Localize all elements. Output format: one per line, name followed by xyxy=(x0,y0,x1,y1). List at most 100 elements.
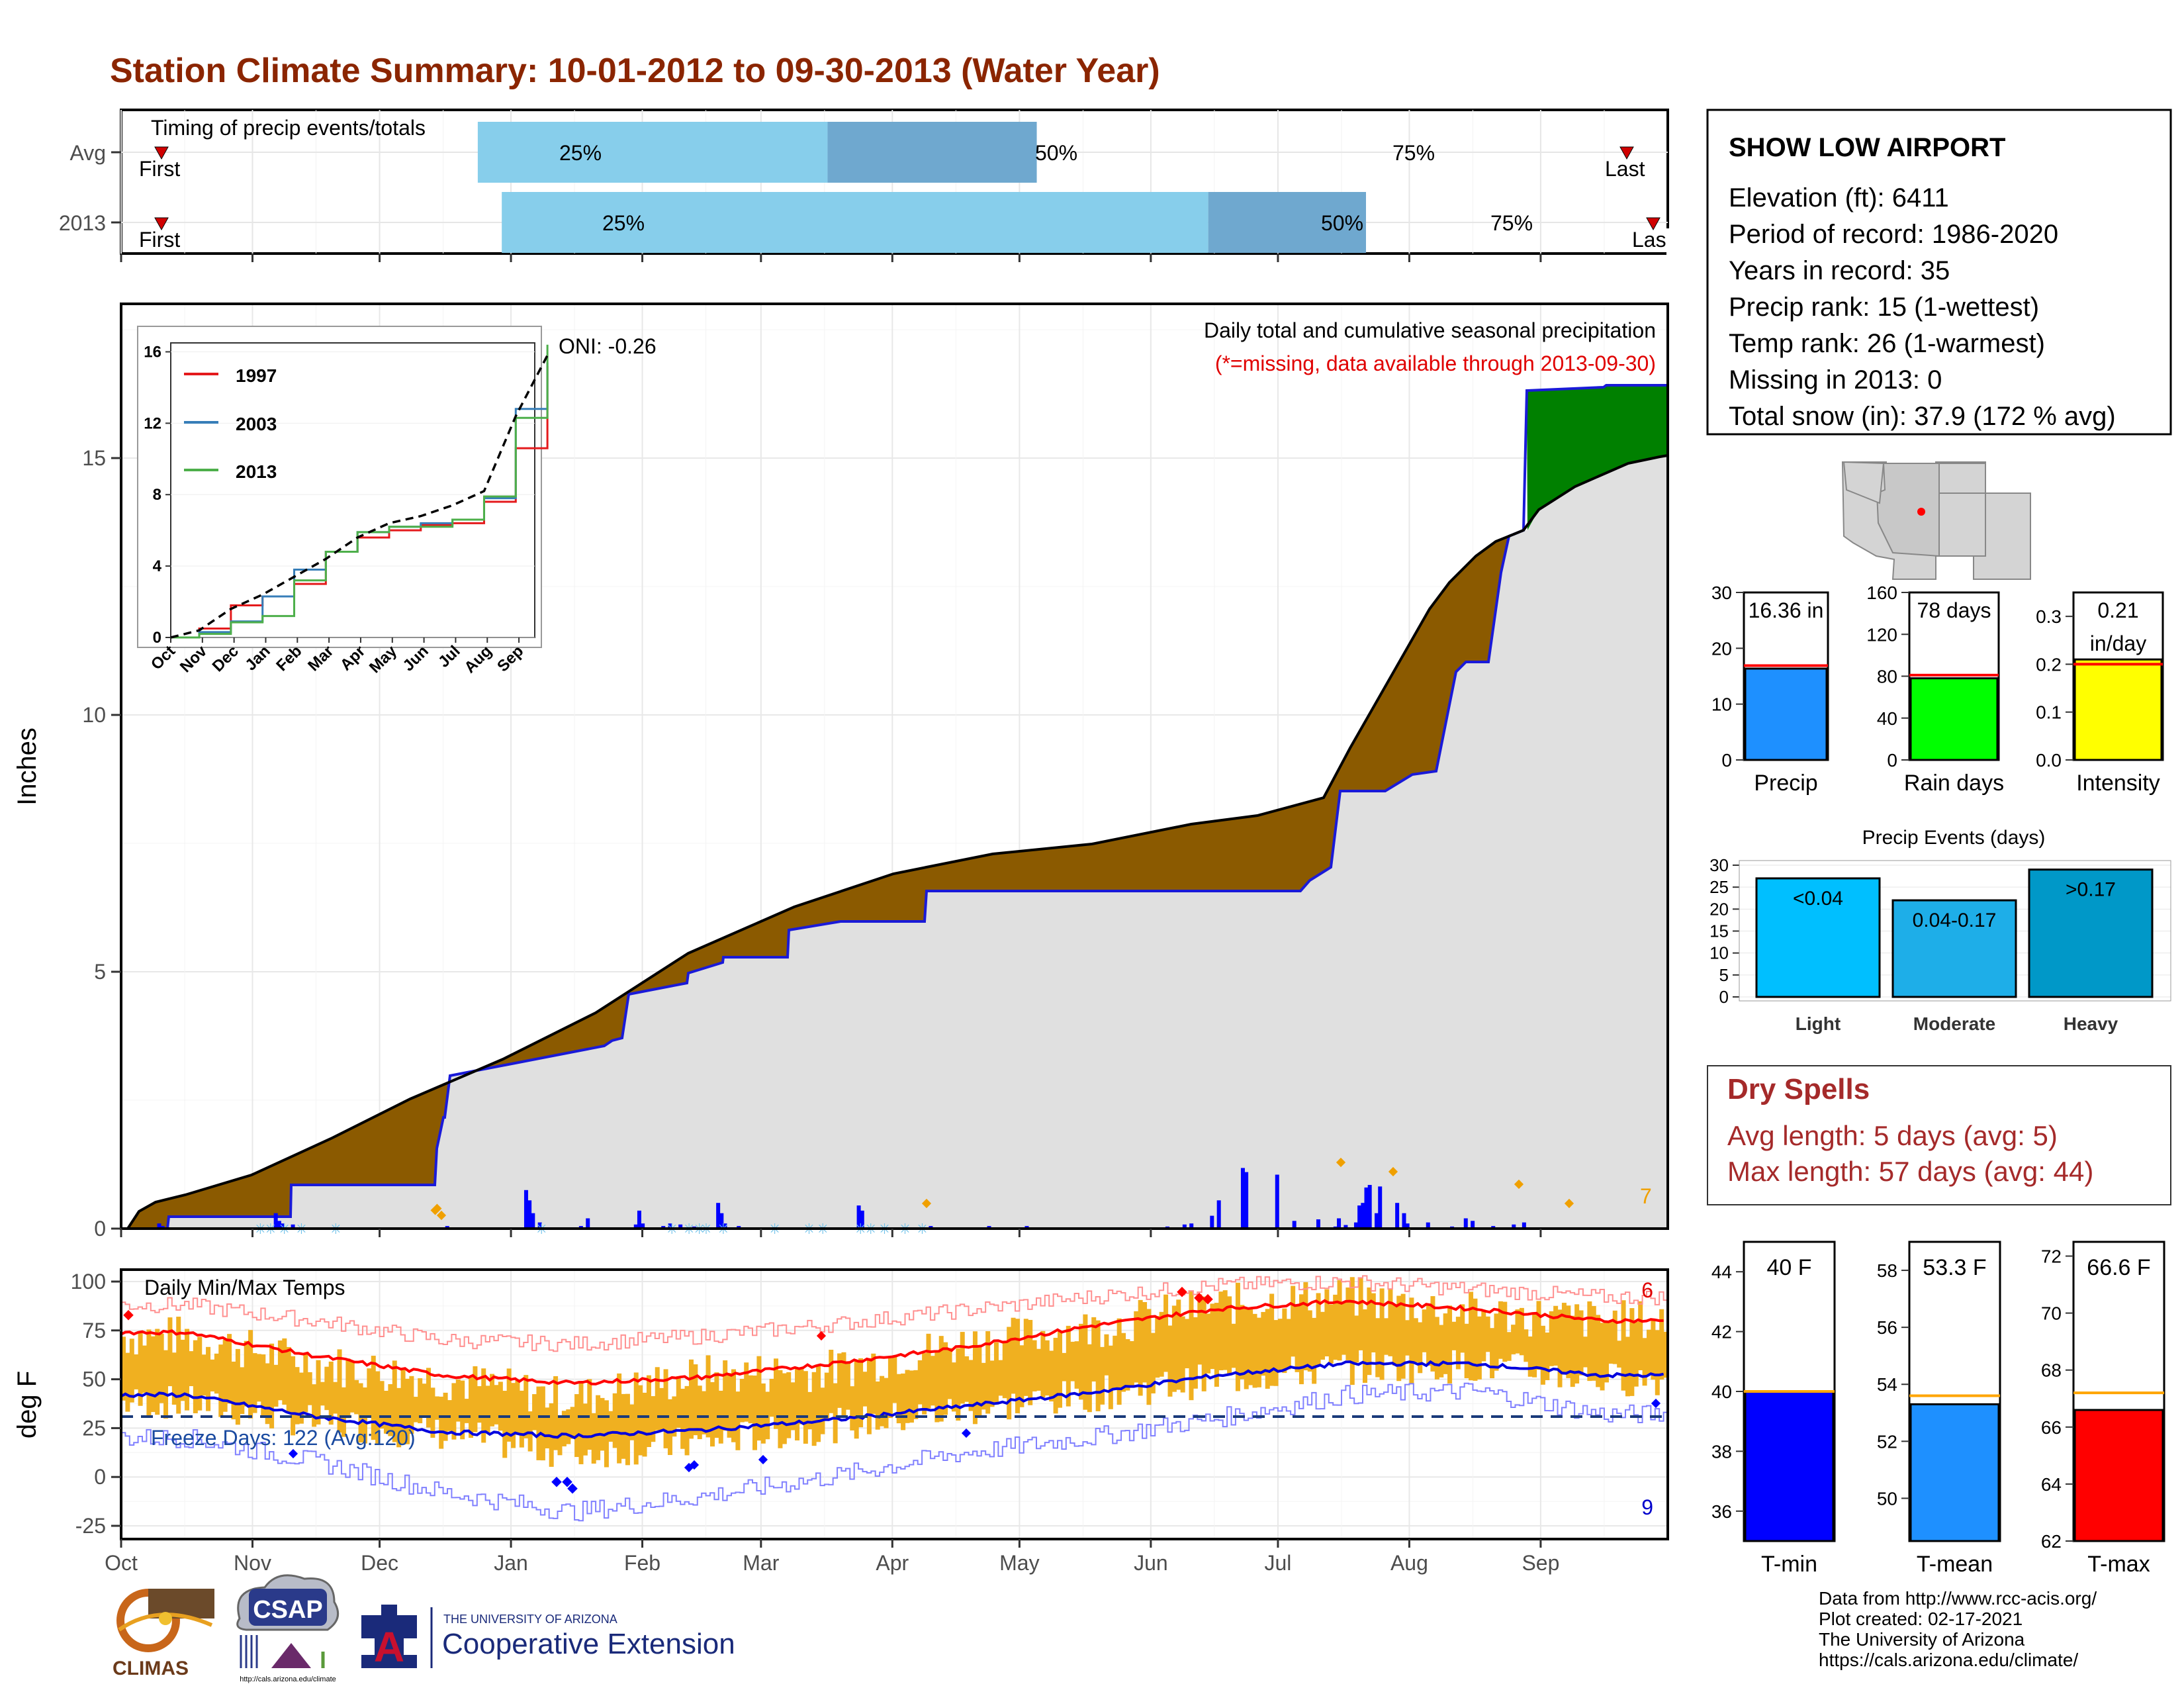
temp-day-bar xyxy=(1506,1332,1512,1361)
timing-row-2013-label: 2013 xyxy=(59,211,106,235)
temp-day-bar xyxy=(1108,1345,1113,1409)
events-ytick-label: 20 xyxy=(1709,899,1729,919)
temp-day-bar xyxy=(998,1360,1003,1396)
daily-precip-bar xyxy=(716,1203,721,1229)
daily-precip-bar xyxy=(1402,1213,1406,1229)
temp-day-bar xyxy=(125,1352,130,1412)
temp-day-bar xyxy=(413,1397,418,1423)
temp-day-bar xyxy=(566,1409,571,1444)
temp-day-bar xyxy=(142,1345,148,1393)
temp-day-bar xyxy=(968,1360,974,1411)
temp-day-bar xyxy=(795,1368,800,1441)
temp-summary-label: T-mean xyxy=(1917,1552,1993,1577)
daily-precip-bar xyxy=(1189,1223,1194,1229)
daily-precip-bar xyxy=(523,1190,528,1229)
temp-day-bar xyxy=(1498,1301,1503,1359)
temp-day-bar xyxy=(1379,1288,1385,1380)
summary-ytick-label: 30 xyxy=(1711,583,1732,603)
temp-day-bar xyxy=(1235,1282,1240,1391)
summary-ytick-label: 80 xyxy=(1877,667,1897,687)
temp-day-bar xyxy=(829,1350,834,1413)
daily-precip-bar xyxy=(1292,1221,1297,1229)
temp-day-bar xyxy=(1189,1290,1194,1401)
temp-day-bar xyxy=(981,1362,986,1410)
temp-day-bar xyxy=(824,1372,829,1421)
last-marker-avg xyxy=(1619,146,1634,160)
temp-summary-ytick-label: 52 xyxy=(1877,1431,1897,1452)
temp-day-bar xyxy=(1422,1309,1427,1352)
temp-day-bar xyxy=(680,1388,686,1449)
temp-day-bar xyxy=(337,1349,342,1433)
daily-precip-bar xyxy=(856,1205,861,1229)
temp-day-bar xyxy=(464,1399,469,1423)
station-line-elevation: Elevation (ft): 6411 xyxy=(1729,183,1949,212)
temp-day-bar xyxy=(1146,1309,1152,1405)
daily-precip-bar xyxy=(719,1213,724,1229)
temp-day-bar xyxy=(1596,1315,1601,1387)
temp-day-bar xyxy=(837,1353,842,1408)
temp-day-bar xyxy=(1320,1311,1325,1360)
daily-precip-bar xyxy=(637,1210,641,1229)
station-line-years: Years in record: 35 xyxy=(1729,256,1950,285)
climas-text: CLIMAS xyxy=(113,1658,189,1679)
temp-day-bar xyxy=(1582,1336,1588,1368)
temp-day-bar xyxy=(1502,1301,1508,1362)
temp-day-bar xyxy=(1291,1286,1296,1357)
temp-day-bar xyxy=(328,1361,334,1425)
csap-url: http://cals.arizona.edu/climate xyxy=(240,1675,336,1683)
temp-day-bar xyxy=(155,1329,160,1415)
dry-spells-title: Dry Spells xyxy=(1727,1073,1870,1105)
temp-summary-ytick-label: 68 xyxy=(2041,1360,2062,1381)
temp-day-bar xyxy=(964,1356,970,1402)
temp-day-bar xyxy=(1638,1301,1643,1370)
daily-precip-bar xyxy=(1343,1225,1348,1229)
daily-precip-bar xyxy=(860,1210,864,1229)
temp-day-bar xyxy=(760,1383,766,1444)
temp-day-bar xyxy=(1328,1304,1334,1364)
temp-day-bar xyxy=(1193,1317,1198,1389)
summary-bar-label: Rain days xyxy=(1904,771,2004,796)
temp-day-bar xyxy=(892,1356,897,1403)
temp-day-bar xyxy=(905,1370,910,1423)
temp-day-bar xyxy=(439,1396,444,1449)
month-label: Jan xyxy=(494,1551,528,1575)
temp-day-bar xyxy=(993,1342,999,1405)
temp-day-bar xyxy=(201,1354,206,1396)
daily-precip-bar xyxy=(1512,1224,1516,1229)
temp-day-bar xyxy=(1629,1308,1635,1396)
temp-day-bar xyxy=(371,1356,376,1440)
temp-day-bar xyxy=(460,1380,465,1440)
temp-ylabel: deg F xyxy=(13,1371,42,1438)
credit-data-source: Data from http://www.rcc-acis.org/ xyxy=(1819,1588,2097,1609)
temp-day-bar xyxy=(989,1360,995,1407)
temp-day-bar xyxy=(748,1375,753,1424)
temp-day-bar xyxy=(273,1364,279,1407)
temp-day-bar xyxy=(1455,1317,1461,1370)
temp-day-bar xyxy=(702,1391,707,1434)
temp-day-bar xyxy=(1324,1289,1330,1357)
temp-day-bar xyxy=(1490,1328,1495,1379)
temp-day-bar xyxy=(1066,1325,1071,1407)
temp-day-bar xyxy=(1210,1303,1215,1370)
temp-day-bar xyxy=(1375,1318,1381,1378)
page-title: Station Climate Summary: 10-01-2012 to 0… xyxy=(110,52,1160,90)
temp-day-bar xyxy=(951,1362,956,1412)
daily-precip-bar xyxy=(668,1223,672,1229)
daily-precip-bar xyxy=(281,1223,285,1229)
temp-summary-value-bar xyxy=(1909,1403,2000,1542)
daily-precip-bar xyxy=(1364,1187,1369,1229)
temp-summary-value-text: 40 F xyxy=(1766,1255,1811,1280)
temp-day-bar xyxy=(1032,1340,1037,1391)
temp-summary-ytick-label: 44 xyxy=(1711,1262,1732,1282)
record-high-count: 6 xyxy=(1641,1278,1653,1302)
below-average-area xyxy=(128,530,1524,1229)
summary-bar-label: Intensity xyxy=(2076,771,2160,796)
month-label: Aug xyxy=(1390,1551,1428,1575)
temp-day-bar xyxy=(1527,1336,1533,1377)
temp-day-bar xyxy=(1155,1316,1160,1378)
temp-day-bar xyxy=(960,1332,965,1404)
temp-day-bar xyxy=(1413,1318,1418,1362)
temp-summary-ytick-label: 62 xyxy=(2041,1531,2062,1552)
